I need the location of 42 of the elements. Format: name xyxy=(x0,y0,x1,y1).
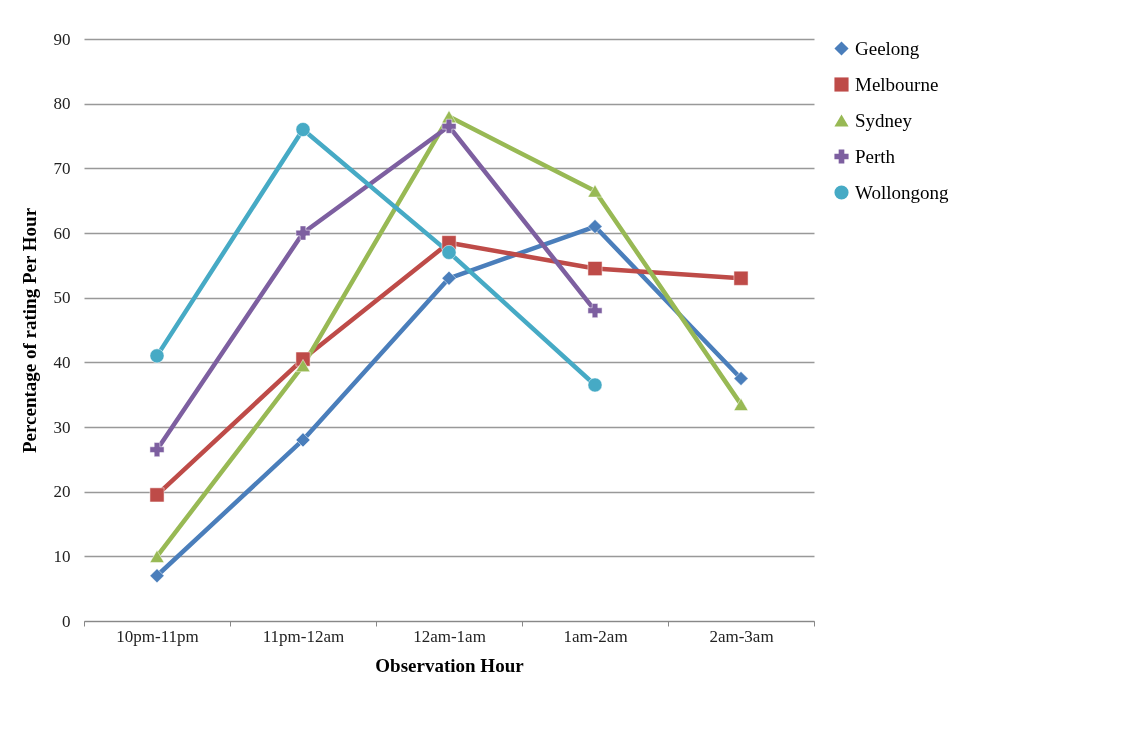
point xyxy=(149,348,165,364)
x-tick-label: 11pm-12am xyxy=(262,626,345,646)
legend-label: Wollongong xyxy=(855,181,949,203)
point xyxy=(441,270,457,286)
point xyxy=(441,118,457,134)
legend-label: Perth xyxy=(855,145,896,167)
point xyxy=(295,225,311,241)
point xyxy=(587,219,603,234)
y-tick-label: 90 xyxy=(53,29,71,49)
legend-label: Melbourne xyxy=(855,73,939,95)
y-tick-label: 50 xyxy=(53,288,71,308)
point xyxy=(295,122,311,137)
point xyxy=(149,549,165,563)
y-tick-label: 80 xyxy=(53,94,71,114)
point xyxy=(441,245,457,260)
x-tick-label: 12am-1am xyxy=(413,626,486,646)
point xyxy=(149,487,165,503)
y-tick-label: 70 xyxy=(53,158,71,178)
y-tick-label: 30 xyxy=(53,417,71,437)
y-tick-label: 0 xyxy=(62,611,71,631)
x-tick-label: 10pm-11pm xyxy=(116,626,199,646)
point xyxy=(587,184,603,198)
point xyxy=(295,359,311,372)
legend-label: Sydney xyxy=(855,109,913,131)
y-tick-label: 60 xyxy=(53,223,71,243)
y-axis-title: Percentage of rating Per Hour xyxy=(18,207,40,454)
point xyxy=(733,397,749,411)
y-tick-label: 10 xyxy=(53,546,71,566)
point xyxy=(149,442,165,457)
x-tick-label: 2am-3am xyxy=(709,626,774,646)
point xyxy=(149,568,165,584)
point xyxy=(733,270,749,286)
point xyxy=(587,303,603,318)
point xyxy=(295,432,311,448)
point xyxy=(587,261,603,276)
y-tick-label: 20 xyxy=(53,482,71,502)
y-tick-label: 40 xyxy=(53,352,71,372)
point xyxy=(587,377,603,393)
point xyxy=(733,371,749,386)
x-tick-label: 1am-2am xyxy=(563,626,628,646)
x-axis-title: Observation Hour xyxy=(375,654,525,676)
legend-label: Geelong xyxy=(855,37,920,59)
